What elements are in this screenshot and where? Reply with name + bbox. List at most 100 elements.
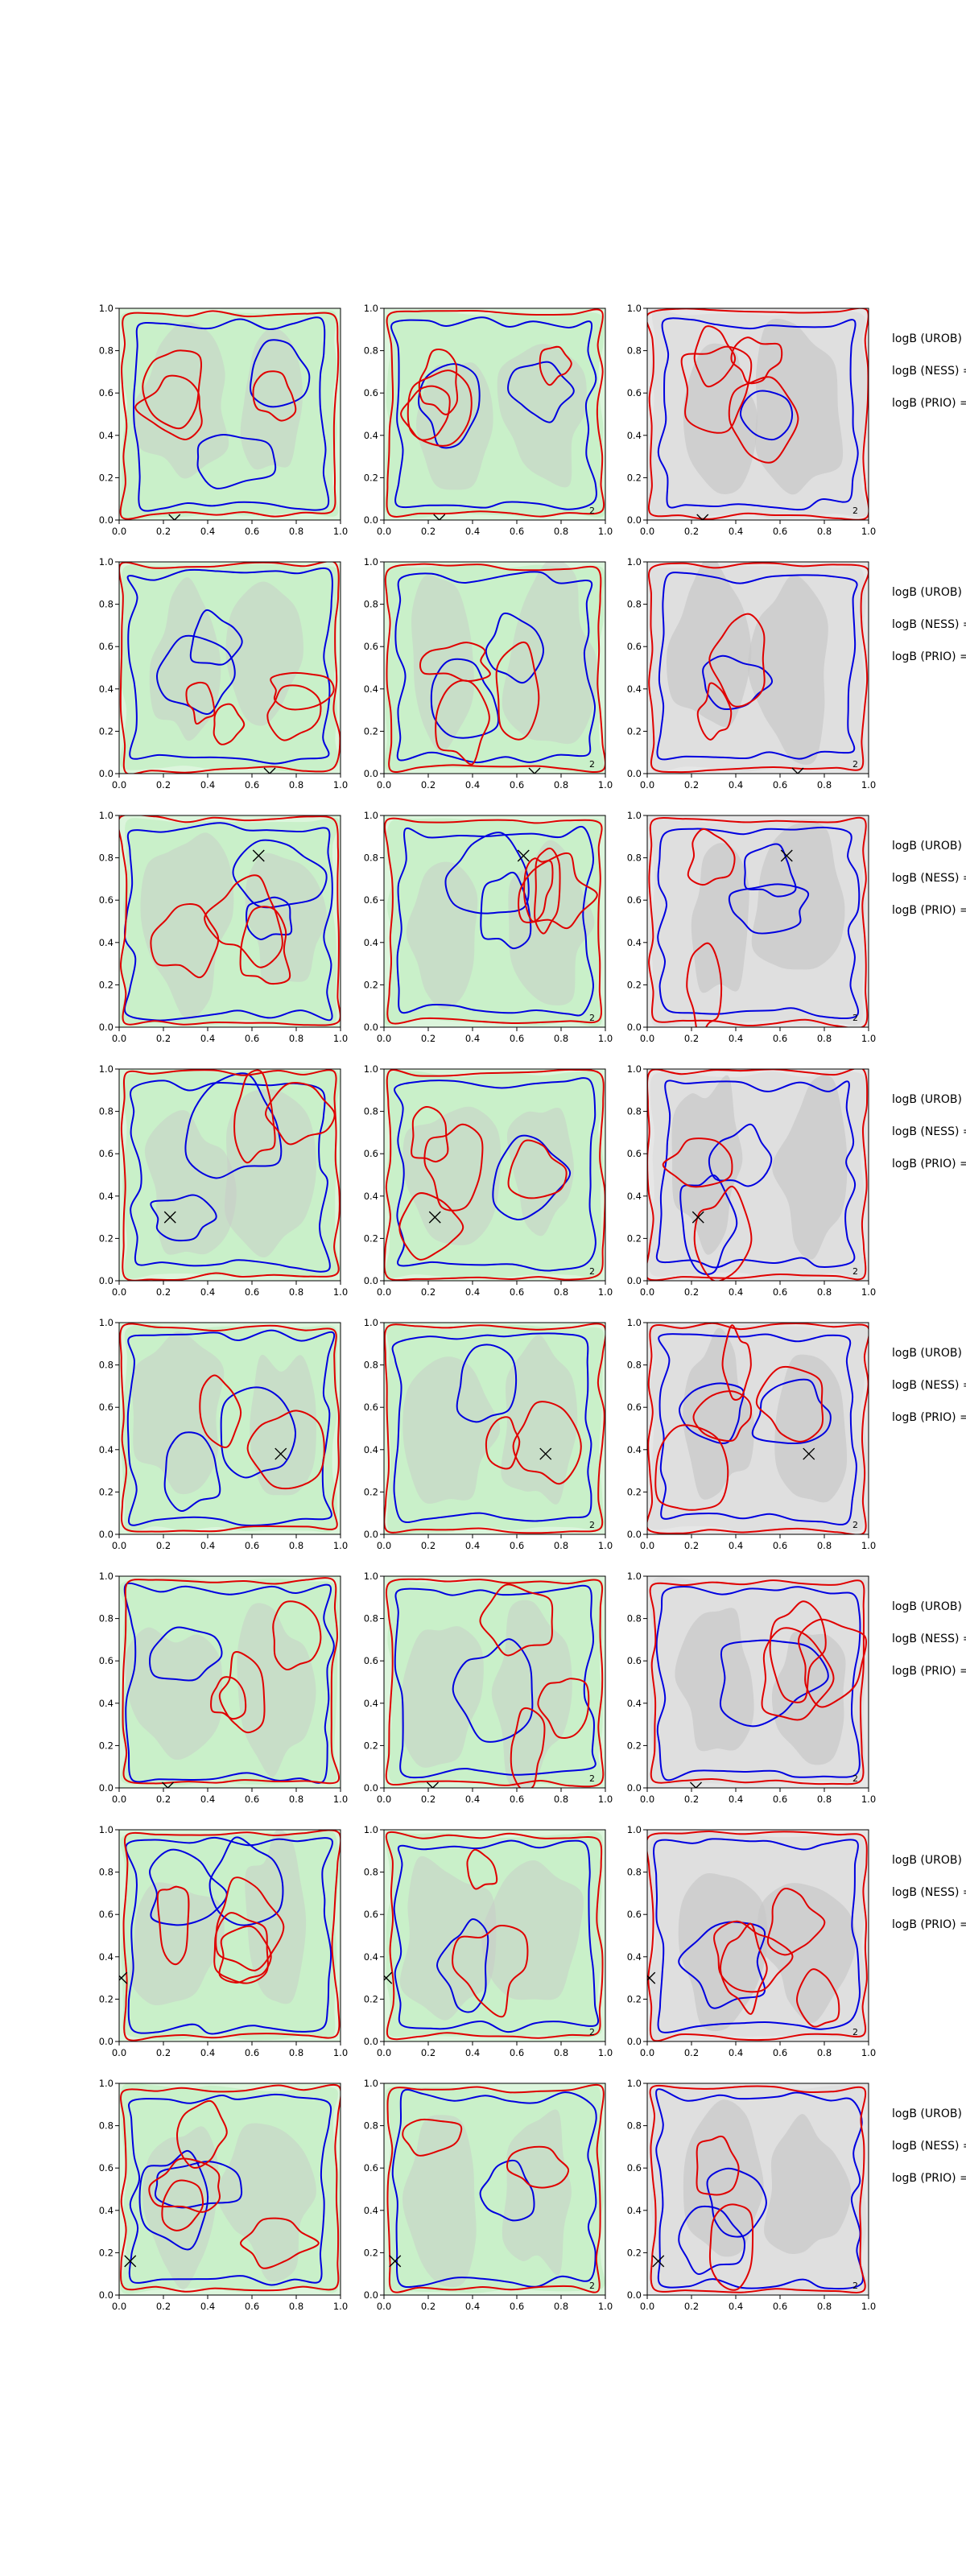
axes-frame xyxy=(118,1068,341,1282)
x-tick-label: 0.2 xyxy=(684,2301,699,2312)
y-tick-label: 1.0 xyxy=(364,1571,378,1582)
blue-contour xyxy=(479,2159,535,2222)
red-contour xyxy=(648,816,869,1027)
y-tick-label: 0.8 xyxy=(627,1360,642,1371)
x-tick-label: 1.0 xyxy=(598,526,613,537)
x-tick-label: 0.4 xyxy=(465,779,480,791)
x-tick-label: 0.6 xyxy=(510,2047,524,2058)
x-tick-label: 0.4 xyxy=(200,2301,215,2312)
red-contour xyxy=(218,1650,266,1734)
shaded-region xyxy=(501,1335,578,1505)
red-contour xyxy=(647,1830,868,2041)
x-marker xyxy=(428,1211,441,1224)
axes-frame xyxy=(118,2083,341,2296)
blue-contour xyxy=(220,1386,297,1479)
y-tick-label: 1.0 xyxy=(364,1317,378,1328)
shaded-region xyxy=(406,861,478,1009)
y-tick-label: 0.4 xyxy=(627,2205,642,2216)
red-contour xyxy=(693,1185,753,1281)
red-contour xyxy=(142,349,202,430)
red-contour xyxy=(385,1831,604,2041)
panel-r6-c2: 2 0.0 0.2 0.4 0.6 0.8 1.0 0.0 0.2 0.4 0.6 0.8 1.0 xyxy=(364,1571,613,1805)
y-tick-label: 0.8 xyxy=(627,2120,642,2132)
panel-number: 2 xyxy=(589,1266,595,1277)
shaded-region xyxy=(415,362,493,490)
panel-body xyxy=(647,1576,869,1788)
y-tick-label: 0.0 xyxy=(364,2289,378,2301)
y-tick-label: 0.4 xyxy=(627,1444,642,1455)
y-tick-label: 0.8 xyxy=(627,1613,642,1624)
red-contour xyxy=(215,1876,285,1971)
panel-r3-c2: 2 0.0 0.2 0.4 0.6 0.8 1.0 0.0 0.2 0.4 0.6 0.8 1.0 xyxy=(364,810,613,1044)
x-tick-label: 0.6 xyxy=(773,779,787,791)
filled-region xyxy=(121,1324,338,1534)
y-tick-label: 0.6 xyxy=(627,387,642,398)
x-tick-label: 0.2 xyxy=(156,2047,171,2058)
x-marker xyxy=(124,2255,137,2268)
y-tick-label: 0.2 xyxy=(99,2247,114,2258)
panel-body xyxy=(119,815,341,1027)
panel-r6-c3: 2 0.0 0.2 0.4 0.6 0.8 1.0 0.0 0.2 0.4 0.6 0.8 1.0 xyxy=(627,1571,876,1805)
y-tick-label: 0.4 xyxy=(99,1951,114,1963)
x-tick-label: 0.8 xyxy=(554,1794,568,1805)
x-tick-label: 0.2 xyxy=(684,1794,699,1805)
x-tick-label: 0.4 xyxy=(200,1033,215,1044)
blue-contour xyxy=(208,1836,284,1926)
y-tick-label: 0.8 xyxy=(99,1613,114,1624)
y-tick-label: 1.0 xyxy=(364,556,378,568)
panel-body xyxy=(384,1323,605,1534)
red-contour xyxy=(119,310,340,520)
x-tick-label: 0.8 xyxy=(817,1540,832,1551)
y-tick-label: 0.6 xyxy=(364,387,378,398)
x-marker xyxy=(252,849,265,862)
x-tick-label: 1.0 xyxy=(598,1033,613,1044)
x-marker xyxy=(691,1211,704,1224)
row-annotation: logB (PRIO) = xyxy=(892,1665,966,1678)
x-tick-label: 0.0 xyxy=(377,526,391,537)
shaded-region xyxy=(675,1608,754,1752)
x-tick-label: 0.0 xyxy=(640,1794,654,1805)
y-tick-label: 0.6 xyxy=(627,1148,642,1159)
x-tick-label: 0.0 xyxy=(112,1286,126,1298)
panel-r7-c3: 2 0.0 0.2 0.4 0.6 0.8 1.0 0.0 0.2 0.4 0.6 0.8 1.0 xyxy=(627,1824,876,2058)
y-tick-label: 1.0 xyxy=(99,810,114,821)
y-tick-label: 0.6 xyxy=(364,1909,378,1920)
x-tick-label: 0.6 xyxy=(245,2047,259,2058)
blue-contour xyxy=(391,1332,592,1523)
x-tick-label: 0.4 xyxy=(465,2047,480,2058)
row-annotation: logB (UROB) = xyxy=(892,840,966,852)
shaded-region xyxy=(245,1830,307,2004)
panel-r4-c3: 2 0.0 0.2 0.4 0.6 0.8 1.0 0.0 0.2 0.4 0.6 0.8 1.0 xyxy=(627,1063,876,1298)
shaded-region xyxy=(225,581,303,726)
red-contour xyxy=(122,1830,341,2041)
blue-contour xyxy=(507,361,575,423)
blue-contour xyxy=(232,839,328,909)
row-annotation: logB (NESS) = xyxy=(892,872,966,885)
x-marker xyxy=(696,514,709,520)
x-tick-label: 0.2 xyxy=(156,526,171,537)
x-tick-label: 0.4 xyxy=(465,2301,480,2312)
y-tick-label: 0.8 xyxy=(364,599,378,610)
row-annotation: logB (PRIO) = xyxy=(892,2172,966,2185)
y-tick-label: 0.8 xyxy=(364,852,378,864)
y-tick-label: 0.6 xyxy=(99,2162,114,2174)
x-tick-label: 0.6 xyxy=(773,2047,787,2058)
y-tick-label: 0.0 xyxy=(99,768,114,779)
x-tick-label: 0.8 xyxy=(289,1033,303,1044)
red-contour xyxy=(452,1925,529,2018)
blue-contour xyxy=(653,1838,861,2033)
y-tick-label: 0.8 xyxy=(364,1106,378,1117)
panel-body xyxy=(119,1830,341,2041)
x-tick-label: 0.6 xyxy=(773,2301,787,2312)
y-tick-label: 0.6 xyxy=(364,1402,378,1413)
panel-r3-c3: 2 0.0 0.2 0.4 0.6 0.8 1.0 0.0 0.2 0.4 0.6 0.8 1.0 xyxy=(627,810,876,1044)
x-tick-label: 1.0 xyxy=(333,526,348,537)
y-tick-label: 0.2 xyxy=(99,1232,114,1244)
panel-number: 2 xyxy=(852,2027,858,2037)
panel-body xyxy=(119,1323,341,1534)
x-tick-label: 0.2 xyxy=(684,1033,699,1044)
y-tick-label: 0.4 xyxy=(99,937,114,948)
x-marker xyxy=(433,514,446,520)
panel-body xyxy=(384,562,605,774)
y-tick-label: 1.0 xyxy=(627,556,642,568)
